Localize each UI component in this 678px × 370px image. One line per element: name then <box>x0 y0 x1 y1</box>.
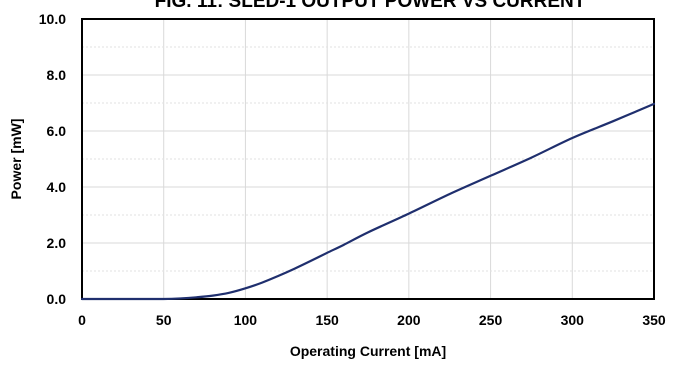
x-axis-ticks: 0 50 100 150 200 250 300 350 <box>78 312 666 328</box>
x-tick-label: 150 <box>315 312 339 328</box>
gridlines <box>82 19 654 299</box>
plot-area <box>81 18 655 300</box>
x-tick-label: 100 <box>234 312 258 328</box>
y-tick-label: 8.0 <box>47 67 67 83</box>
x-tick-label: 300 <box>561 312 585 328</box>
x-tick-label: 250 <box>479 312 503 328</box>
y-tick-label: 4.0 <box>47 179 67 195</box>
y-tick-label: 0.0 <box>47 291 67 307</box>
y-axis-label: Power [mW] <box>8 119 24 200</box>
y-tick-label: 6.0 <box>47 123 67 139</box>
x-tick-label: 200 <box>397 312 421 328</box>
x-tick-label: 0 <box>78 312 86 328</box>
chart-title: FIG. 11: SLED-1 OUTPUT POWER VS CURRENT <box>155 0 586 12</box>
power-series-line <box>80 102 656 301</box>
y-axis-ticks: 0.0 2.0 4.0 6.0 8.0 10.0 <box>39 11 66 307</box>
x-tick-label: 50 <box>156 312 172 328</box>
x-axis-label: Operating Current [mA] <box>290 343 446 359</box>
x-tick-label: 350 <box>642 312 666 328</box>
y-tick-label: 2.0 <box>47 235 67 251</box>
y-tick-label: 10.0 <box>39 11 66 27</box>
